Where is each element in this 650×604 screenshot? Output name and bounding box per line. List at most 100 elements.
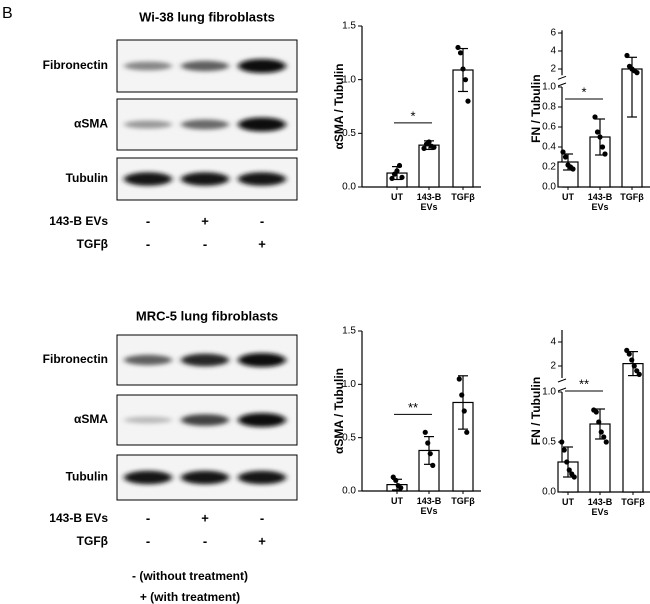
blot-band <box>124 172 172 186</box>
bar <box>622 363 644 493</box>
x-tick-label: TGFβ <box>621 497 645 507</box>
y-tick-label: 0.0 <box>542 487 556 498</box>
x-tick-label: UT <box>391 192 403 202</box>
axis-break <box>557 387 567 392</box>
y-tick-label: 6 <box>550 28 556 39</box>
blot-row-label: Fibronectin <box>43 352 108 366</box>
data-point <box>456 376 462 382</box>
x-tick-label-box: UT <box>391 496 403 506</box>
legend-text: - (without treatment) <box>132 569 248 583</box>
data-point <box>559 439 565 445</box>
blot-row-label: Fibronectin <box>43 58 108 72</box>
data-point <box>389 175 395 182</box>
data-point <box>597 134 603 140</box>
blot-row-label: Tubulin <box>66 171 108 185</box>
significance-label: * <box>410 108 415 123</box>
blot-band <box>181 353 229 367</box>
x-tick-label-box: TGFβ <box>621 497 645 507</box>
y-tick-label: 1.0 <box>542 387 556 398</box>
y-tick-label: 0.2 <box>542 162 556 173</box>
blot-band <box>124 61 172 71</box>
data-point <box>393 477 399 483</box>
y-tick-label: 2 <box>550 64 556 75</box>
treatment-sign: + <box>201 213 209 228</box>
axis-break <box>557 75 567 80</box>
data-point <box>566 467 572 473</box>
x-tick-label: 143-B EVs <box>587 192 613 212</box>
y-tick-label: 0.5 <box>342 432 356 443</box>
x-tick-label-box: 143-B EVs <box>416 496 442 516</box>
y-tick-label: 2 <box>550 361 556 372</box>
y-tick-label: 4 <box>550 46 556 57</box>
data-point <box>431 144 437 150</box>
data-point <box>426 139 432 145</box>
x-tick-label: TGFβ <box>620 192 644 202</box>
data-point <box>596 419 602 425</box>
treatment-sign: + <box>258 236 266 251</box>
legend-text: + (with treatment) <box>140 590 240 604</box>
y-axis-label: FN / Tubulin <box>529 377 543 445</box>
treatment-sign: - <box>146 510 150 525</box>
y-tick-label: 1.0 <box>342 379 356 390</box>
y-tick-label: 1.0 <box>542 82 556 93</box>
panel-label: B <box>2 5 13 22</box>
blot-band <box>181 119 229 130</box>
treatment-sign: + <box>201 510 209 525</box>
significance-label: ** <box>579 376 589 391</box>
blot-band <box>238 172 286 186</box>
treatment-sign: - <box>146 213 150 228</box>
y-tick-label: 0.6 <box>542 122 556 133</box>
blot-row-label: Tubulin <box>66 470 108 484</box>
data-point <box>455 44 461 51</box>
data-point <box>422 429 428 435</box>
data-point <box>571 474 577 480</box>
x-tick-label-box: TGFβ <box>451 496 475 506</box>
y-tick-label: 0.5 <box>542 437 556 448</box>
data-point <box>562 154 569 160</box>
blot-band <box>124 120 172 129</box>
data-point <box>425 440 431 446</box>
blot-band <box>238 117 286 132</box>
data-point <box>461 408 467 414</box>
x-tick-label-box: UT <box>562 192 574 202</box>
treatment-sign: - <box>203 236 207 251</box>
data-point <box>564 459 570 465</box>
x-tick-label: UT <box>562 497 574 507</box>
data-point <box>626 351 632 357</box>
y-tick-label: 0.0 <box>342 182 356 193</box>
axis-break <box>557 82 567 87</box>
y-tick-label: 0.4 <box>542 142 556 153</box>
treatment-label: 143-B EVs <box>49 214 108 228</box>
blot-band <box>181 60 229 72</box>
y-tick-label: 0.5 <box>342 128 356 139</box>
data-point <box>427 451 433 457</box>
treatment-sign: - <box>203 533 207 548</box>
blot-band <box>124 470 172 485</box>
y-axis-label: αSMA / Tubulin <box>332 63 346 149</box>
data-point <box>561 447 567 453</box>
x-tick-label: 143-B EVs <box>587 497 613 517</box>
x-tick-label: 143-B EVs <box>416 192 442 212</box>
y-tick-label: 1.5 <box>342 21 356 32</box>
x-tick-label-box: UT <box>391 192 403 202</box>
data-point <box>460 66 466 72</box>
x-tick-label-box: 143-B EVs <box>416 192 442 212</box>
data-point <box>430 462 436 468</box>
data-point <box>592 114 598 120</box>
data-point <box>634 70 640 76</box>
x-tick-label: TGFβ <box>451 192 475 202</box>
blot-band <box>124 416 172 424</box>
blot-title: Wi-38 lung fibroblasts <box>139 9 275 24</box>
treatment-sign: - <box>260 213 264 228</box>
data-point <box>593 409 599 415</box>
y-axis-label: FN / Tubulin <box>529 74 543 142</box>
data-point <box>598 429 604 435</box>
x-tick-label: UT <box>391 496 403 506</box>
data-point <box>624 52 630 59</box>
x-tick-label: 143-B EVs <box>416 496 442 516</box>
data-point <box>603 439 609 445</box>
blot-band <box>238 353 286 367</box>
blot-band <box>181 470 229 485</box>
blot-row-label: αSMA <box>74 117 108 131</box>
bar <box>418 144 440 188</box>
